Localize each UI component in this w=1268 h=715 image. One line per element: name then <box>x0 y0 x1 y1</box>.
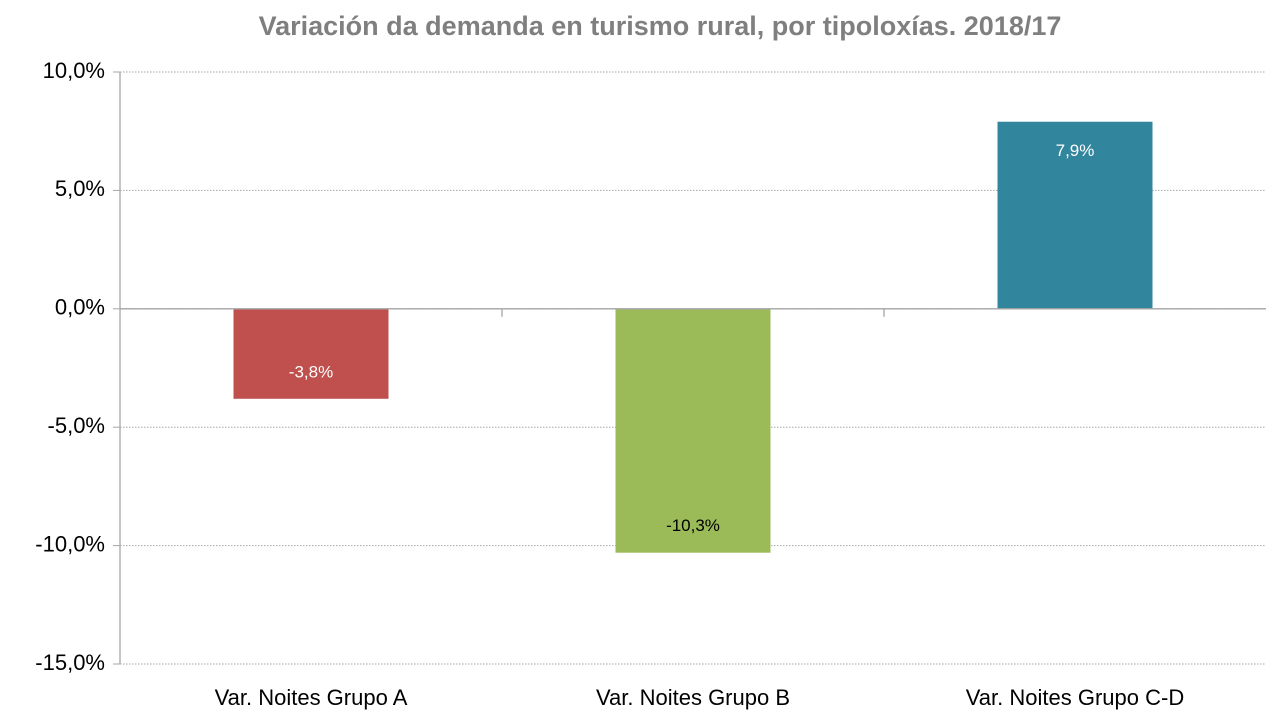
y-tick-label: 5,0% <box>55 176 105 201</box>
value-label: -10,3% <box>666 516 720 535</box>
y-tick-label: -10,0% <box>35 531 105 556</box>
bar <box>233 308 389 399</box>
y-tick-label: 10,0% <box>43 58 105 83</box>
y-tick-label: 0,0% <box>55 295 105 320</box>
x-tick-label: Var. Noites Grupo A <box>215 685 408 710</box>
value-label: -3,8% <box>289 362 333 381</box>
chart-title: Variación da demanda en turismo rural, p… <box>259 11 1062 41</box>
bar <box>615 308 771 553</box>
y-tick-label: -5,0% <box>48 413 105 438</box>
x-tick-label: Var. Noites Grupo B <box>596 685 790 710</box>
value-label: 7,9% <box>1056 141 1095 160</box>
y-tick-label: -15,0% <box>35 650 105 675</box>
x-tick-label: Var. Noites Grupo C-D <box>966 685 1184 710</box>
bar <box>997 121 1153 309</box>
